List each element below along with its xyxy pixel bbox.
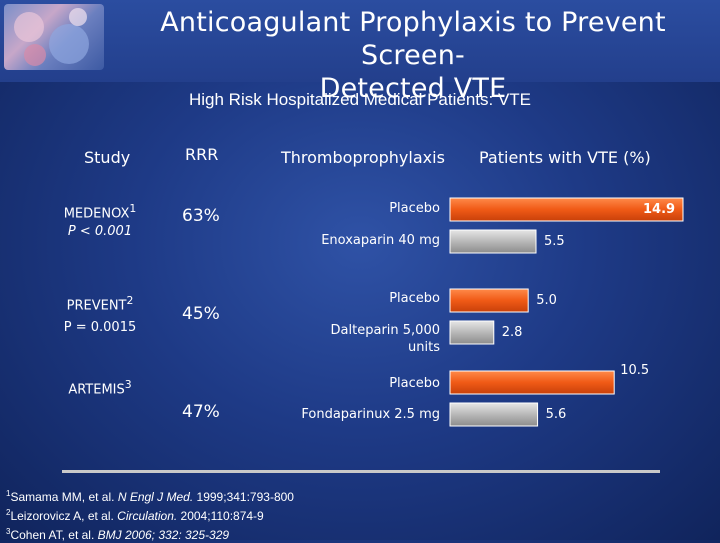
rrr-prevent: 45% (182, 304, 220, 324)
bar-placebo-4 (449, 370, 615, 395)
bar-placebo-0 (449, 197, 684, 222)
title-line-1: Anticoagulant Prophylaxis to Prevent Scr… (160, 7, 666, 71)
divider-line (62, 470, 660, 473)
reference-3: 3Cohen AT, et al. BMJ 2006; 332: 325-329 (6, 527, 230, 542)
bar-treatment-3 (449, 320, 495, 345)
bar-value-label: 5.6 (545, 407, 567, 422)
bar-value-label: 14.9 (643, 202, 676, 217)
reference-2: 2Leizorovicz A, et al. Circulation. 2004… (6, 508, 264, 523)
category-label-5: Fondaparinux 2.5 mg (301, 407, 440, 422)
study-artemis: ARTEMIS3 (40, 376, 160, 399)
bar-value-label: 2.8 (501, 325, 523, 340)
study-name: ARTEMIS (68, 382, 125, 398)
study-column-header: Study (84, 148, 131, 167)
study-ref: 1 (129, 202, 137, 215)
study-ref: 2 (126, 294, 134, 307)
thromboprophylaxis-column-header: Thromboprophylaxis (281, 148, 445, 167)
study-p-value: P = 0.0015 (63, 320, 137, 336)
references: 1Samama MM, et al. N Engl J Med. 1999;34… (6, 486, 294, 543)
category-label-0: Placebo (389, 201, 440, 216)
bar-value-label: 5.5 (544, 234, 565, 249)
rrr-artemis: 47% (182, 402, 220, 422)
study-name: MEDENOX (63, 206, 130, 222)
header-logo-image (4, 4, 104, 70)
bar-placebo-2 (449, 288, 529, 313)
category-label-1: Enoxaparin 40 mg (321, 233, 440, 248)
bar-value-label: 5.0 (536, 293, 557, 308)
reference-1: 1Samama MM, et al. N Engl J Med. 1999;34… (6, 489, 294, 504)
study-name: PREVENT (66, 298, 127, 314)
category-label-3: Dalteparin 5,000 units (330, 323, 440, 355)
header-band (0, 0, 720, 82)
subtitle: High Risk Hospitalized Medical Patients:… (188, 90, 532, 109)
study-medenox: MEDENOX1 P < 0.001 (40, 200, 160, 241)
bar-treatment-1 (449, 229, 537, 254)
study-ref: 3 (124, 378, 132, 391)
title-line-2: Detected VTE (319, 73, 507, 104)
rrr-medenox: 63% (182, 206, 220, 226)
patients-vte-column-header: Patients with VTE (%) (479, 148, 651, 167)
page-title: Anticoagulant Prophylaxis to Prevent Scr… (108, 6, 718, 105)
bar-treatment-5 (449, 402, 539, 427)
category-label-2: Placebo (389, 291, 440, 306)
rrr-column-header: RRR (185, 145, 219, 164)
bar-value-label: 10.5 (620, 363, 650, 378)
category-label-4: Placebo (389, 376, 440, 391)
study-p-value: P < 0.001 (67, 224, 133, 240)
study-prevent: PREVENT2 P = 0.0015 (40, 292, 160, 337)
